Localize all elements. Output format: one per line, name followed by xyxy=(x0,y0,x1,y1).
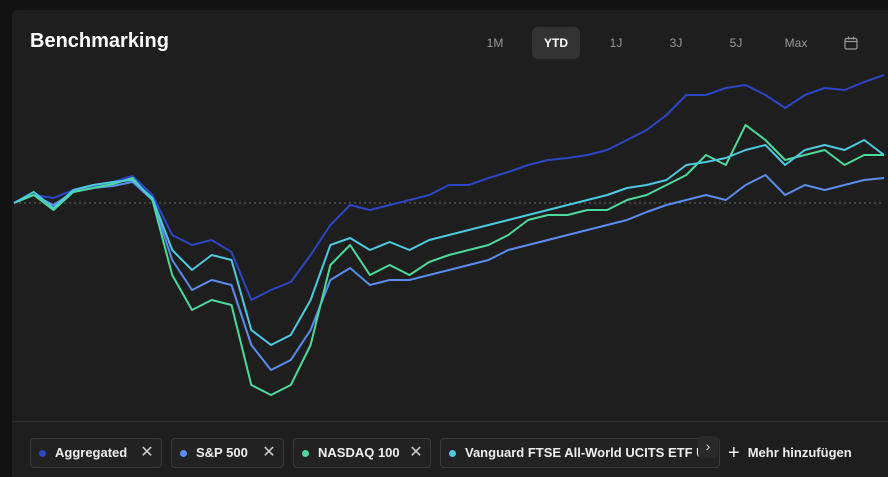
legend-dot xyxy=(302,450,309,457)
card: Benchmarking 1M YTD 1J 3J 5J Max Aggrega… xyxy=(12,10,888,477)
card-title: Benchmarking xyxy=(30,30,169,52)
remove-button[interactable]: ✕ xyxy=(408,439,424,467)
add-benchmark[interactable]: + Mehr hinzufügen xyxy=(728,442,852,464)
range-button[interactable]: 1M xyxy=(486,36,504,50)
scroll-next[interactable]: › xyxy=(698,436,718,458)
legend-label: NASDAQ 100 xyxy=(318,445,400,460)
range-button[interactable]: 3J xyxy=(669,36,683,50)
remove-button[interactable]: ✕ xyxy=(261,439,277,467)
series-line xyxy=(13,74,885,301)
range-button[interactable]: 5J xyxy=(729,36,743,50)
separator xyxy=(12,421,888,422)
calendar-button[interactable] xyxy=(844,36,858,50)
legend-dot xyxy=(180,450,187,457)
legend-label: S&P 500 xyxy=(196,445,248,460)
range-button[interactable]: 1J xyxy=(609,36,623,50)
chart xyxy=(13,74,885,396)
legend-dot xyxy=(39,450,46,457)
range-button[interactable]: Max xyxy=(784,36,808,50)
legend-label: Vanguard FTSE All-World UCITS ETF US xyxy=(465,445,715,460)
series-line xyxy=(13,124,884,396)
range-button[interactable]: YTD xyxy=(532,27,580,59)
remove-button[interactable]: ✕ xyxy=(139,439,155,467)
legend-chip: S&P 500 ✕ xyxy=(171,438,284,468)
legend-chip: Aggregated ✕ xyxy=(30,438,162,468)
series-line xyxy=(13,174,885,371)
legend-chip: NASDAQ 100 ✕ xyxy=(293,438,431,468)
legend-chip: Vanguard FTSE All-World UCITS ETF US xyxy=(440,438,720,468)
series-line xyxy=(13,139,885,346)
legend-dot xyxy=(449,450,456,457)
legend-label: Aggregated xyxy=(55,445,128,460)
add-label: Mehr hinzufügen xyxy=(747,445,852,460)
